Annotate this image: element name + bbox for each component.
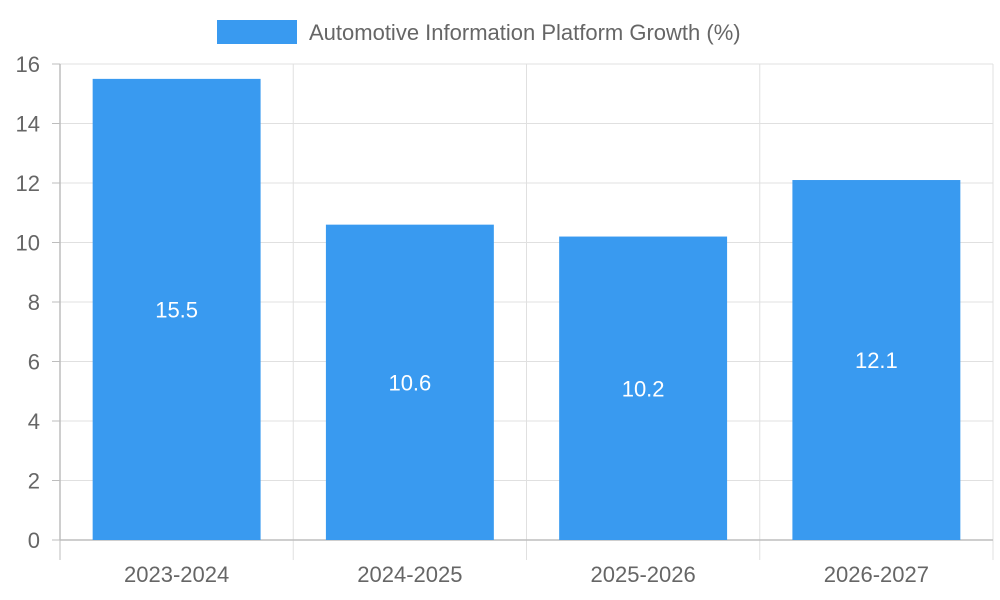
y-tick-label: 4	[28, 409, 40, 434]
y-tick-label: 6	[28, 350, 40, 375]
y-tick-label: 8	[28, 290, 40, 315]
bar-value-label: 12.1	[855, 348, 898, 373]
y-tick-label: 14	[16, 112, 40, 137]
bar	[325, 224, 494, 540]
x-tick-label: 2023-2024	[124, 562, 229, 587]
bar	[559, 236, 728, 541]
x-tick-label: 2025-2026	[591, 562, 696, 587]
y-tick-label: 16	[16, 52, 40, 77]
y-tick-label: 12	[16, 171, 40, 196]
x-tick-label: 2026-2027	[824, 562, 929, 587]
y-axis-ticks: 0 2 4 6 8 10 12 14 16	[16, 52, 60, 553]
x-axis-ticks: 2023-2024 2024-2025 2025-2026 2026-2027	[124, 562, 929, 587]
bar-value-label: 10.2	[622, 376, 665, 401]
x-tick-label: 2024-2025	[357, 562, 462, 587]
y-tick-label: 10	[16, 231, 40, 256]
bars	[92, 78, 961, 541]
bar-labels: 15.5 10.6 10.2 12.1	[155, 297, 898, 401]
y-tick-label: 0	[28, 528, 40, 553]
bar-value-label: 10.6	[388, 370, 431, 395]
bar-value-label: 15.5	[155, 297, 198, 322]
legend-label: Automotive Information Platform Growth (…	[309, 20, 741, 45]
y-tick-label: 2	[28, 469, 40, 494]
bar	[92, 78, 261, 540]
bar	[792, 180, 961, 540]
legend-swatch	[217, 20, 297, 44]
legend: Automotive Information Platform Growth (…	[217, 20, 741, 45]
